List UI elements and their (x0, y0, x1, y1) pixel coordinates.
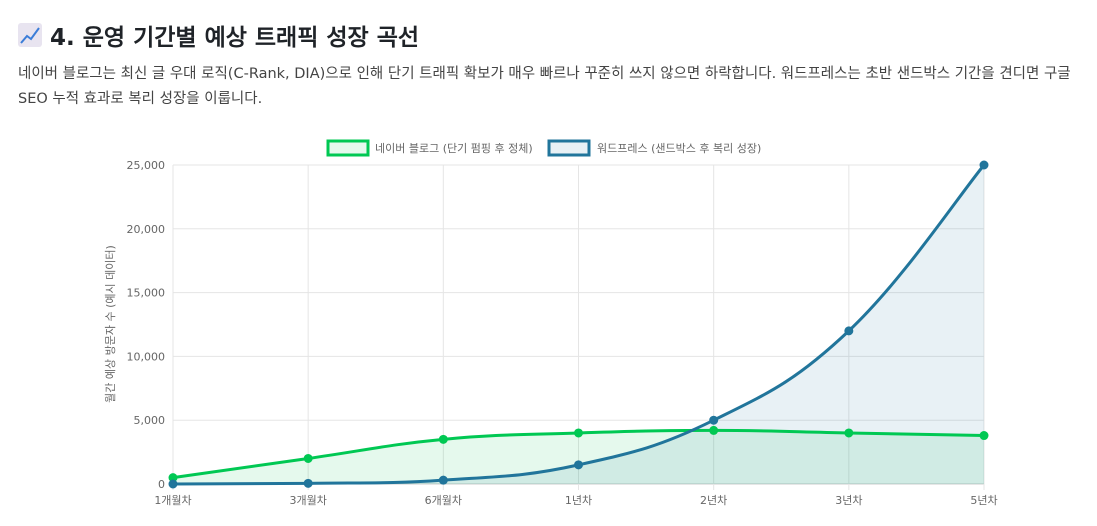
series-area (173, 430, 984, 484)
legend-item: 네이버 블로그 (단기 펌핑 후 정체) (326, 139, 533, 157)
data-point (438, 475, 448, 485)
x-tick-label: 6개월차 (425, 494, 462, 507)
description: 네이버 블로그는 최신 글 우대 로직(C-Rank, DIA)으로 인해 단기… (18, 66, 1071, 107)
legend-swatch (326, 139, 370, 157)
y-tick-label: 0 (158, 478, 165, 491)
x-tick-label: 2년차 (700, 494, 727, 507)
x-tick-label: 5년차 (970, 494, 997, 507)
x-tick-label: 3년차 (835, 494, 862, 507)
data-point (979, 160, 989, 170)
data-point (168, 479, 178, 489)
data-point (303, 453, 313, 463)
section-title: 4. 운영 기간별 예상 트래픽 성장 곡선 (18, 18, 419, 52)
legend-label: 네이버 블로그 (단기 펌핑 후 정체) (375, 142, 533, 155)
data-point (709, 415, 719, 425)
chart-increasing-icon (18, 23, 42, 47)
y-tick-label: 25,000 (127, 159, 166, 172)
legend-label: 워드프레스 (샌드박스 후 복리 성장) (597, 142, 761, 155)
x-tick-label: 3개월차 (289, 494, 326, 507)
x-tick-label: 1개월차 (154, 494, 191, 507)
legend-swatch (547, 139, 591, 157)
data-point (709, 425, 719, 435)
legend-item: 워드프레스 (샌드박스 후 복리 성장) (547, 139, 761, 157)
data-point (303, 478, 313, 488)
series-area (173, 165, 984, 484)
title-text: 4. 운영 기간별 예상 트래픽 성장 곡선 (50, 25, 420, 51)
data-point (574, 460, 583, 470)
y-tick-label: 10,000 (127, 350, 166, 363)
data-point (574, 428, 583, 438)
data-point (438, 434, 448, 444)
y-axis-label: 월간 예상 방문자 수 (예시 데이터) (104, 245, 117, 403)
x-tick-label: 1년차 (565, 494, 592, 507)
data-point (844, 326, 854, 336)
y-tick-label: 15,000 (127, 287, 166, 300)
y-tick-label: 5,000 (134, 414, 166, 427)
y-tick-label: 20,000 (127, 223, 166, 236)
data-point (844, 428, 854, 438)
data-point (979, 431, 989, 441)
